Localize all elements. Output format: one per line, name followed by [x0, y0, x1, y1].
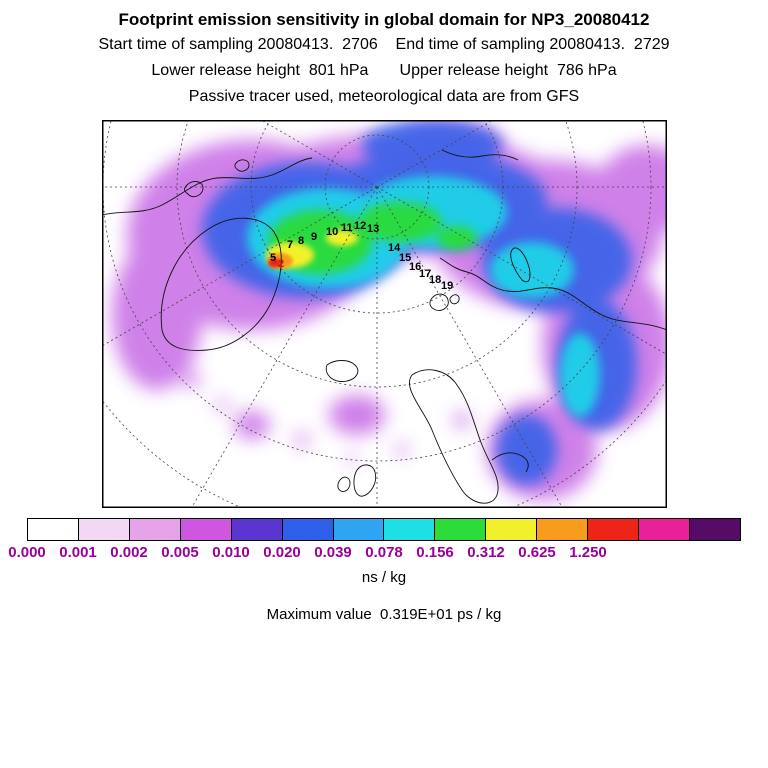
colorbar-tick-label: 0.156 — [416, 544, 454, 561]
colorbar-block: 0.000 0.001 0.002 0.005 0.010 0.020 0.039 0.078… — [8, 518, 741, 586]
colorbar-ticks: 0.000 0.001 0.002 0.005 0.010 0.020 0.039 0.078… — [8, 544, 741, 564]
figure-header: Footprint emission sensitivity in global… — [0, 0, 768, 110]
trajectory-number: 14 — [388, 242, 401, 254]
colorbar-segment — [638, 519, 689, 540]
coastlines — [101, 149, 667, 504]
trajectory-number: 13 — [367, 223, 379, 235]
colorbar-segment — [77, 519, 129, 540]
colorbar-tick-label: 0.312 — [467, 544, 505, 561]
colorbar-segment — [128, 519, 180, 540]
map-panel: 7 8 9 10 11 12 13 14 15 16 17 18 19 5 2 — [101, 120, 667, 508]
colorbar-segment — [536, 519, 588, 540]
colorbar-segment — [383, 519, 435, 540]
colorbar-segment — [28, 519, 78, 540]
colorbar-segment — [281, 519, 333, 540]
colorbar-tick-label: 0.005 — [161, 544, 199, 561]
trajectory-number: 10 — [326, 226, 338, 238]
colorbar-tick-label: 0.002 — [110, 544, 148, 561]
trajectory-number: 11 — [341, 222, 353, 234]
trajectory-number: 15 — [399, 252, 411, 264]
colorbar-tick-label: 0.020 — [263, 544, 301, 561]
map-frame — [101, 120, 667, 508]
trajectory-number: 16 — [409, 261, 421, 273]
tracer-info-line: Passive tracer used, meteorological data… — [188, 88, 580, 105]
trajectory-number: 17 — [419, 268, 431, 280]
trajectory-number: 8 — [298, 235, 304, 247]
colorbar — [27, 518, 741, 541]
release-heights-line: Lower release height 801 hPa Upper relea… — [151, 62, 617, 79]
sampling-times-line: Start time of sampling 20080413. 2706 En… — [98, 36, 670, 53]
colorbar-tick-label: 0.000 — [8, 544, 46, 561]
colorbar-tick-label: 0.039 — [314, 544, 352, 561]
colorbar-segment — [688, 519, 740, 540]
colorbar-segment — [230, 519, 282, 540]
figure-title: Footprint emission sensitivity in global… — [118, 10, 650, 29]
trajectory-number: 9 — [311, 231, 317, 243]
colorbar-tick-label: 0.001 — [59, 544, 97, 561]
colorbar-segment — [434, 519, 486, 540]
colorbar-segment — [332, 519, 384, 540]
trajectory-number: 18 — [429, 274, 441, 286]
trajectory-number: 19 — [441, 280, 453, 292]
colorbar-segment — [587, 519, 639, 540]
trajectory-number: 12 — [354, 220, 366, 232]
colorbar-tick-label: 0.010 — [212, 544, 250, 561]
colorbar-tick-label: 0.625 — [518, 544, 556, 561]
colorbar-segment — [485, 519, 537, 540]
colorbar-segment — [179, 519, 231, 540]
trajectory-number: 2 — [278, 258, 284, 270]
trajectory-number: 7 — [287, 239, 293, 251]
colorbar-tick-label: 1.250 — [569, 544, 607, 561]
colorbar-tick-label: 0.078 — [365, 544, 403, 561]
colorbar-units: ns / kg — [361, 569, 407, 586]
max-value-label: Maximum value 0.319E+01 ps / kg — [266, 606, 502, 623]
trajectory-number: 5 — [270, 252, 276, 264]
